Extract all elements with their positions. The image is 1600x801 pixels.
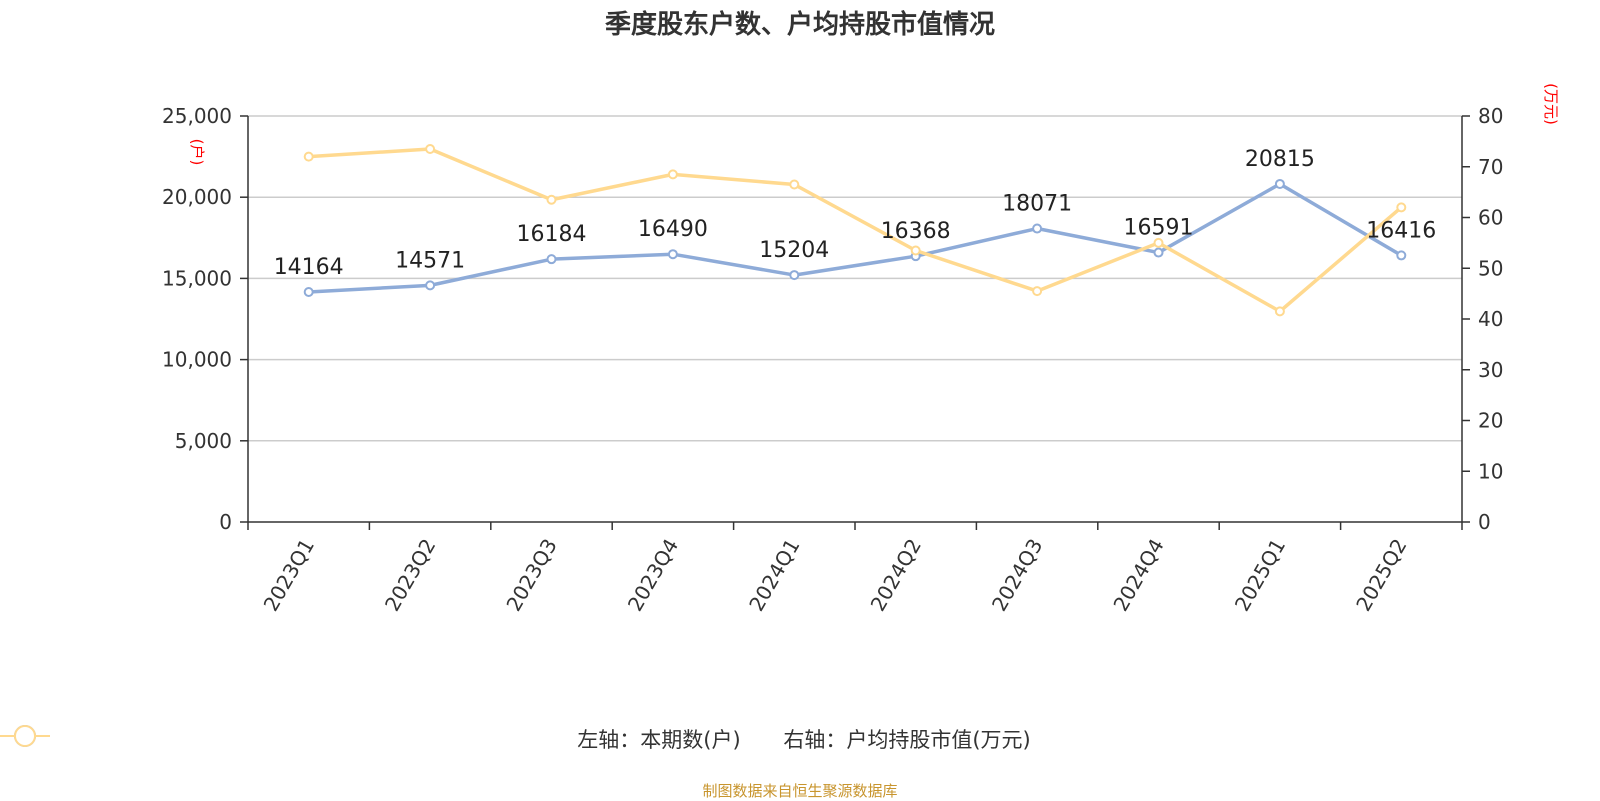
right-axis-tick-label: 80 [1478, 104, 1503, 128]
data-label: 16184 [517, 222, 587, 247]
data-point-series-1 [789, 179, 800, 190]
data-label: 16416 [1366, 218, 1436, 243]
left-axis-tick-label: 15,000 [162, 266, 232, 290]
data-point-series-0 [425, 280, 436, 291]
legend-label-households: 左轴：本期数(户) [577, 728, 741, 752]
data-label: 20815 [1245, 147, 1315, 172]
x-axis-tick-label: 2023Q3 [501, 535, 561, 616]
x-axis-tick-label: 2025Q1 [1230, 535, 1290, 616]
data-label: 15204 [759, 238, 829, 263]
data-point-series-0 [667, 249, 678, 260]
data-point-series-0 [303, 286, 314, 297]
data-label: 16490 [638, 217, 708, 242]
legend-item-market-value[interactable]: 右轴：户均持股市值(万元) [0, 724, 1031, 754]
series-line-0 [308, 182, 1403, 294]
data-point-series-0 [1274, 178, 1285, 189]
right-axis-tick-label: 70 [1478, 155, 1503, 179]
right-axis-tick-label: 40 [1478, 307, 1503, 331]
left-axis-tick-label: 5,000 [175, 429, 232, 453]
left-axis-tick-label: 0 [219, 510, 232, 534]
legend: 左轴：本期数(户) 右轴：户均持股市值(万元) [0, 724, 1600, 754]
left-axis-tick-label: 10,000 [162, 348, 232, 372]
x-axis-tick-label: 2025Q2 [1351, 535, 1411, 616]
right-axis-tick-label: 20 [1478, 409, 1503, 433]
left-axis-unit: (户) [188, 139, 206, 166]
data-label: 16368 [881, 219, 951, 244]
data-label: 14571 [395, 248, 465, 273]
data-point-series-1 [425, 143, 436, 154]
right-axis-unit: (万元) [1542, 83, 1560, 125]
x-axis-tick-label: 2024Q2 [866, 535, 926, 616]
data-point-series-1 [1274, 306, 1285, 317]
chart-title: 季度股东户数、户均持股市值情况 [604, 10, 995, 40]
left-axis-tick-label: 25,000 [162, 104, 232, 128]
legend-item-households[interactable]: 左轴：本期数(户) [0, 724, 741, 754]
data-point-series-0 [546, 254, 557, 265]
series-line-1 [308, 147, 1403, 314]
x-axis-tick-label: 2024Q4 [1108, 535, 1168, 616]
right-axis-tick-label: 0 [1478, 510, 1491, 534]
data-point-series-1 [1153, 237, 1164, 248]
data-label: 18071 [1002, 192, 1072, 217]
data-point-series-0 [1032, 223, 1043, 234]
right-axis-tick-label: 10 [1478, 459, 1503, 483]
data-point-series-1 [303, 151, 314, 162]
x-axis-tick-label: 2024Q3 [987, 535, 1047, 616]
x-axis-tick-label: 2023Q1 [259, 535, 319, 616]
x-axis-tick-label: 2023Q2 [380, 535, 440, 616]
data-point-series-1 [1032, 286, 1043, 297]
data-point-series-1 [910, 245, 921, 256]
data-point-series-0 [789, 270, 800, 281]
x-axis-tick-label: 2023Q4 [623, 535, 683, 616]
right-axis-tick-label: 60 [1478, 206, 1503, 230]
right-axis-tick-label: 30 [1478, 358, 1503, 382]
legend-label-market-value: 右轴：户均持股市值(万元) [783, 728, 1031, 752]
data-point-series-1 [1396, 202, 1407, 213]
left-axis-tick-label: 20,000 [162, 185, 232, 209]
data-label: 16591 [1124, 216, 1194, 241]
right-axis-tick-label: 50 [1478, 256, 1503, 280]
data-label: 14164 [274, 255, 344, 280]
x-axis-tick-label: 2024Q1 [744, 535, 804, 616]
data-point-series-0 [1153, 247, 1164, 258]
data-point-series-1 [546, 194, 557, 205]
source-note: 制图数据来自恒生聚源数据库 [702, 782, 898, 800]
data-point-series-1 [667, 169, 678, 180]
legend-line-circle-icon [0, 725, 50, 747]
data-point-series-0 [1396, 250, 1407, 261]
